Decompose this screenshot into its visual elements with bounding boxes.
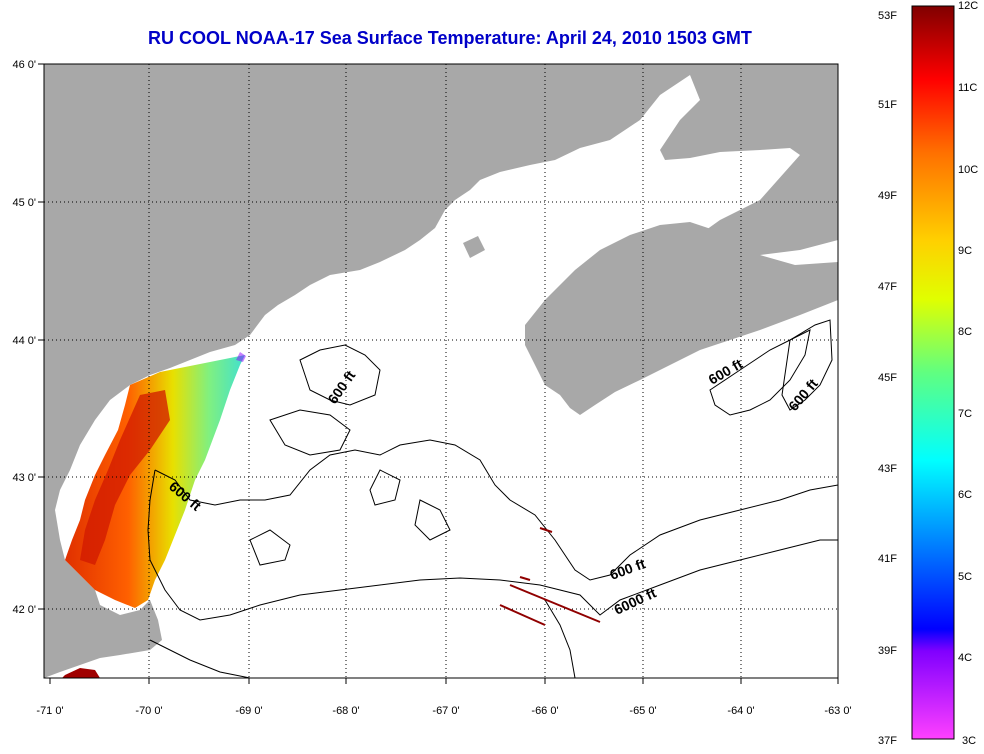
sst-cold-fringe [236, 352, 246, 362]
colorbar-f-label: 39F [878, 645, 897, 657]
sst-swath [65, 355, 245, 608]
colorbar-f-label: 45F [878, 372, 897, 384]
map-frame [43, 63, 839, 679]
lon-label: -66 0' [531, 705, 558, 717]
colorbar-f-label: 41F [878, 553, 897, 565]
isobaths [147, 319, 838, 678]
colorbar-f-label: 53F [878, 10, 897, 22]
lat-label: 42 0' [12, 604, 36, 616]
warm-spot-cape-cod [62, 668, 100, 678]
lat-label: 45 0' [12, 197, 36, 209]
axis-ticks [38, 63, 839, 684]
colorbar-c-label: 9C [958, 245, 973, 257]
land-mainland [44, 64, 838, 678]
colorbar-f-label: 47F [878, 281, 897, 293]
colorbar-c-label: 8C [958, 326, 973, 338]
colorbar-c-label: 7C [958, 408, 973, 420]
warm-streaks [499, 527, 601, 626]
land-nova-scotia [525, 222, 838, 415]
colorbar-c-label: 10C [958, 164, 979, 176]
lon-label: -64 0' [727, 705, 754, 717]
lon-label: -70 0' [135, 705, 162, 717]
colorbar-f-label: 49F [878, 190, 897, 202]
lon-label: -63 0' [824, 705, 851, 717]
lon-label: -69 0' [235, 705, 262, 717]
lon-label: -71 0' [36, 705, 63, 717]
colorbar-c-label: 4C [958, 652, 973, 664]
lat-label: 46 0' [12, 59, 36, 71]
colorbar-c-label: 12C [958, 0, 979, 12]
lon-label: -67 0' [432, 705, 459, 717]
colorbar-c-label: 11C [958, 82, 978, 94]
lon-label: -68 0' [332, 705, 359, 717]
land-island [463, 236, 485, 258]
lat-label: 44 0' [12, 335, 36, 347]
graticule [44, 64, 838, 678]
colorbar-c-label: 5C [958, 571, 973, 583]
colorbar [911, 5, 955, 740]
colorbar-f-label: 37F [878, 735, 897, 747]
colorbar-c-label: 6C [958, 489, 973, 501]
map-title: RU COOL NOAA-17 Sea Surface Temperature:… [148, 28, 752, 48]
colorbar-f-label: 51F [878, 99, 897, 111]
lon-label: -65 0' [629, 705, 656, 717]
lat-label: 43 0' [12, 472, 36, 484]
colorbar-f-label: 43F [878, 463, 897, 475]
sst-warm-core [80, 390, 170, 565]
colorbar-c-label: 3C [962, 735, 977, 747]
